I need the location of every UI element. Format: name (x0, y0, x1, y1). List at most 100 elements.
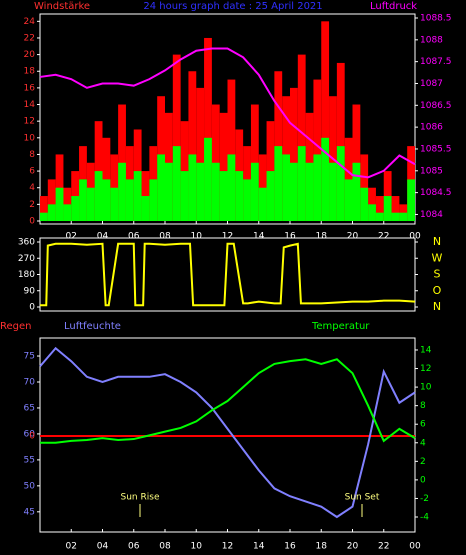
wind-bar (258, 187, 267, 221)
y2-tick-label: O (433, 284, 442, 297)
y2-tick-label: N (433, 300, 441, 313)
wind-bar (227, 79, 236, 221)
x-tick-label: 06 (128, 542, 140, 552)
x-tick-label: 08 (159, 232, 171, 242)
y2-tick-label: N (433, 235, 441, 248)
wind-bar (40, 212, 48, 221)
y2-tick-label: 8 (420, 401, 426, 411)
x-tick-label: 08 (159, 542, 171, 552)
wind-bar (125, 179, 134, 221)
x-tick-label: 12 (222, 542, 233, 552)
wind-bar (235, 171, 244, 221)
y2-tick-label: W (432, 251, 443, 264)
wind-bar (102, 179, 111, 221)
series-line (39, 47, 416, 179)
annotation: Sun Rise (121, 493, 160, 503)
wind-bar (157, 154, 165, 221)
x-tick-label: 16 (284, 542, 296, 552)
wind-bar (391, 196, 400, 221)
wind-bar (274, 146, 283, 221)
wind-bar (391, 212, 400, 221)
x-tick-label: 04 (97, 232, 109, 242)
wind-bar (336, 62, 345, 221)
wind-bar (290, 162, 298, 221)
wind-bar (172, 54, 181, 222)
wind-bar (219, 112, 228, 221)
wind-bar (47, 179, 56, 221)
y2-tick-label: 1088 (420, 35, 443, 45)
wind-bar (211, 162, 220, 221)
wind-bar (321, 21, 330, 222)
x-tick-label: 02 (66, 232, 77, 242)
x-tick-label: 20 (347, 232, 359, 242)
x-tick-label: 00 (409, 232, 421, 242)
y-axis-label: Windstärke (34, 1, 90, 12)
y-tick-label: 90 (24, 286, 36, 296)
x-tick-label: 18 (316, 542, 328, 552)
x-tick-label: 00 (409, 542, 421, 552)
wind-bar (297, 146, 306, 221)
wind-bar (165, 162, 173, 221)
x-tick-label: 04 (97, 542, 109, 552)
y-tick-label: 22 (24, 33, 35, 43)
y2-tick-label: 2 (420, 457, 426, 467)
y2-tick-label: 14 (420, 345, 432, 355)
wind-bar (133, 171, 142, 221)
wind-bar (313, 79, 322, 221)
y-tick-label: 45 (24, 507, 35, 517)
y-tick-label: 0 (29, 217, 35, 227)
wind-bar (172, 146, 181, 221)
wind-bar (86, 187, 95, 221)
wind-bar (375, 212, 384, 221)
y-tick-label: 10 (24, 133, 36, 143)
series-line (39, 346, 416, 519)
y-tick-label: 180 (18, 270, 35, 280)
wind-bar (368, 204, 376, 221)
y-tick-label: 4 (29, 183, 35, 193)
wind-bar (40, 196, 48, 221)
y-tick-label: 16 (24, 83, 36, 93)
y2-tick-label: 6 (420, 420, 426, 430)
wind-bar (180, 171, 189, 221)
y2-tick-label: S (434, 268, 441, 281)
wind-bar (399, 212, 408, 221)
wind-bar (47, 204, 56, 221)
series-line (40, 358, 416, 444)
y-tick-label: 12 (24, 117, 35, 127)
wind-bar (188, 71, 197, 221)
x-tick-label: 06 (128, 232, 140, 242)
x-tick-label: 10 (191, 542, 203, 552)
x-tick-label: 18 (316, 232, 328, 242)
wind-bar (204, 137, 212, 221)
wind-bar (352, 162, 361, 221)
y-tick-label: 8 (29, 150, 35, 160)
wind-bar (305, 162, 314, 221)
wind-bar (336, 146, 345, 221)
x-tick-label: 02 (66, 542, 77, 552)
wind-bar (344, 179, 353, 221)
y2-tick-label: 1084 (420, 210, 443, 220)
wind-bar (360, 187, 369, 221)
y-tick-label: 20 (24, 50, 36, 60)
x-tick-label: 12 (222, 232, 233, 242)
x-tick-label: 14 (253, 542, 265, 552)
y2-tick-label: 1086.5 (420, 101, 452, 111)
wind-bar (110, 187, 119, 221)
y-tick-label: 360 (18, 238, 35, 248)
y2-tick-label: -2 (420, 494, 429, 504)
wind-bar (219, 171, 228, 221)
y2-tick-label: 4 (420, 438, 426, 448)
wind-bar (71, 196, 80, 221)
y2-tick-label: 12 (420, 364, 431, 374)
series-label: Luftfeuchte (64, 321, 121, 332)
wind-bar (321, 137, 330, 221)
y-tick-label: 24 (24, 17, 36, 27)
series-label: Temperatur (311, 321, 370, 332)
wind-bar (149, 179, 158, 221)
x-tick-label: 16 (284, 232, 296, 242)
wind-bar (94, 171, 103, 221)
wind-bar (79, 179, 87, 221)
y-tick-label: 6 (29, 167, 35, 177)
x-tick-label: 20 (347, 542, 359, 552)
